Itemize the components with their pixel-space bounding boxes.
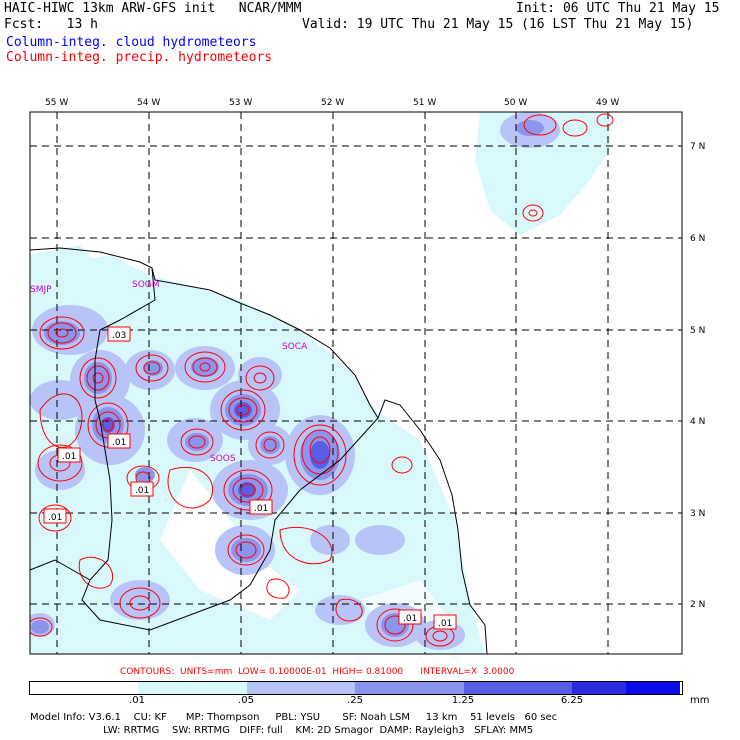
longitude-labels: 55 W 54 W 53 W 52 W 51 W 50 W 49 W [45,98,619,108]
lat-lon-grid [30,112,682,654]
contour-labels: .03 .01 .01 .01 .01 .01 .01 .01 [43,326,457,630]
colorbar-tick: .25 [347,695,363,706]
station-soos: SOOS [210,454,236,464]
contour-label: .03 [112,331,126,341]
colorbar-segment [30,682,138,694]
contour-label: .01 [62,452,76,462]
legend-precip: Column-integ. precip. hydrometeors [6,50,273,65]
colorbar-segment [572,682,626,694]
contour-label: .01 [112,438,126,448]
forecast-hour: Fcst: 13 h [4,17,98,32]
contour-info: CONTOURS: UNITS=mm LOW= 0.10000E-01 HIGH… [120,667,515,677]
contour-label: .01 [438,619,452,629]
lat-label: 5 N [690,326,705,336]
legend-cloud: Column-integ. cloud hydrometeors [6,35,257,50]
lon-label: 55 W [45,98,68,108]
colorbar-tick: 1.25 [451,695,475,706]
coastline-borders [29,247,488,655]
contour-label: .01 [135,486,149,496]
colorbar [29,681,683,695]
lat-label: 2 N [690,600,705,610]
contour-label: .01 [254,504,268,514]
valid-time: Valid: 19 UTC Thu 21 May 15 (16 LST Thu … [302,17,694,32]
lon-label: 49 W [596,98,619,108]
colorbar-tick: 6.25 [560,695,584,706]
map-frame [29,111,683,655]
colorbar-segment [626,682,680,694]
colorbar-segment [355,682,464,694]
colorbar-segment [138,682,247,694]
model-title: HAIC-HIWC 13km ARW-GFS init NCAR/MMM [4,1,302,16]
init-time: Init: 06 UTC Thu 21 May 15 [516,1,720,16]
model-info-line2: LW: RRTMG SW: RRTMG DIFF: full KM: 2D Sm… [30,725,534,736]
lon-label: 52 W [321,98,344,108]
colorbar-unit: mm [690,695,710,706]
lat-label: 4 N [690,417,705,427]
contour-label: .01 [48,513,62,523]
lon-label: 54 W [137,98,160,108]
colorbar-segment [247,682,355,694]
lon-label: 50 W [504,98,527,108]
latitude-labels: 7 N 6 N 5 N 4 N 3 N 2 N [690,142,705,610]
lat-label: 6 N [690,234,705,244]
lon-label: 51 W [413,98,436,108]
colorbar-segment [464,682,572,694]
shading-layer [30,112,682,654]
contour-label: .01 [403,614,417,624]
station-sogm: SOGM [132,280,160,290]
station-soca: SOCA [282,342,308,352]
colorbar-tick: .05 [238,695,254,706]
colorbar-tick: .01 [129,695,145,706]
lon-label: 53 W [229,98,252,108]
lat-label: 7 N [690,142,705,152]
station-smjp: SMJP [30,285,52,295]
precip-contours [30,113,614,647]
lat-label: 3 N [690,509,705,519]
model-info-line1: Model Info: V3.6.1 CU: KF MP: Thompson P… [30,712,558,723]
